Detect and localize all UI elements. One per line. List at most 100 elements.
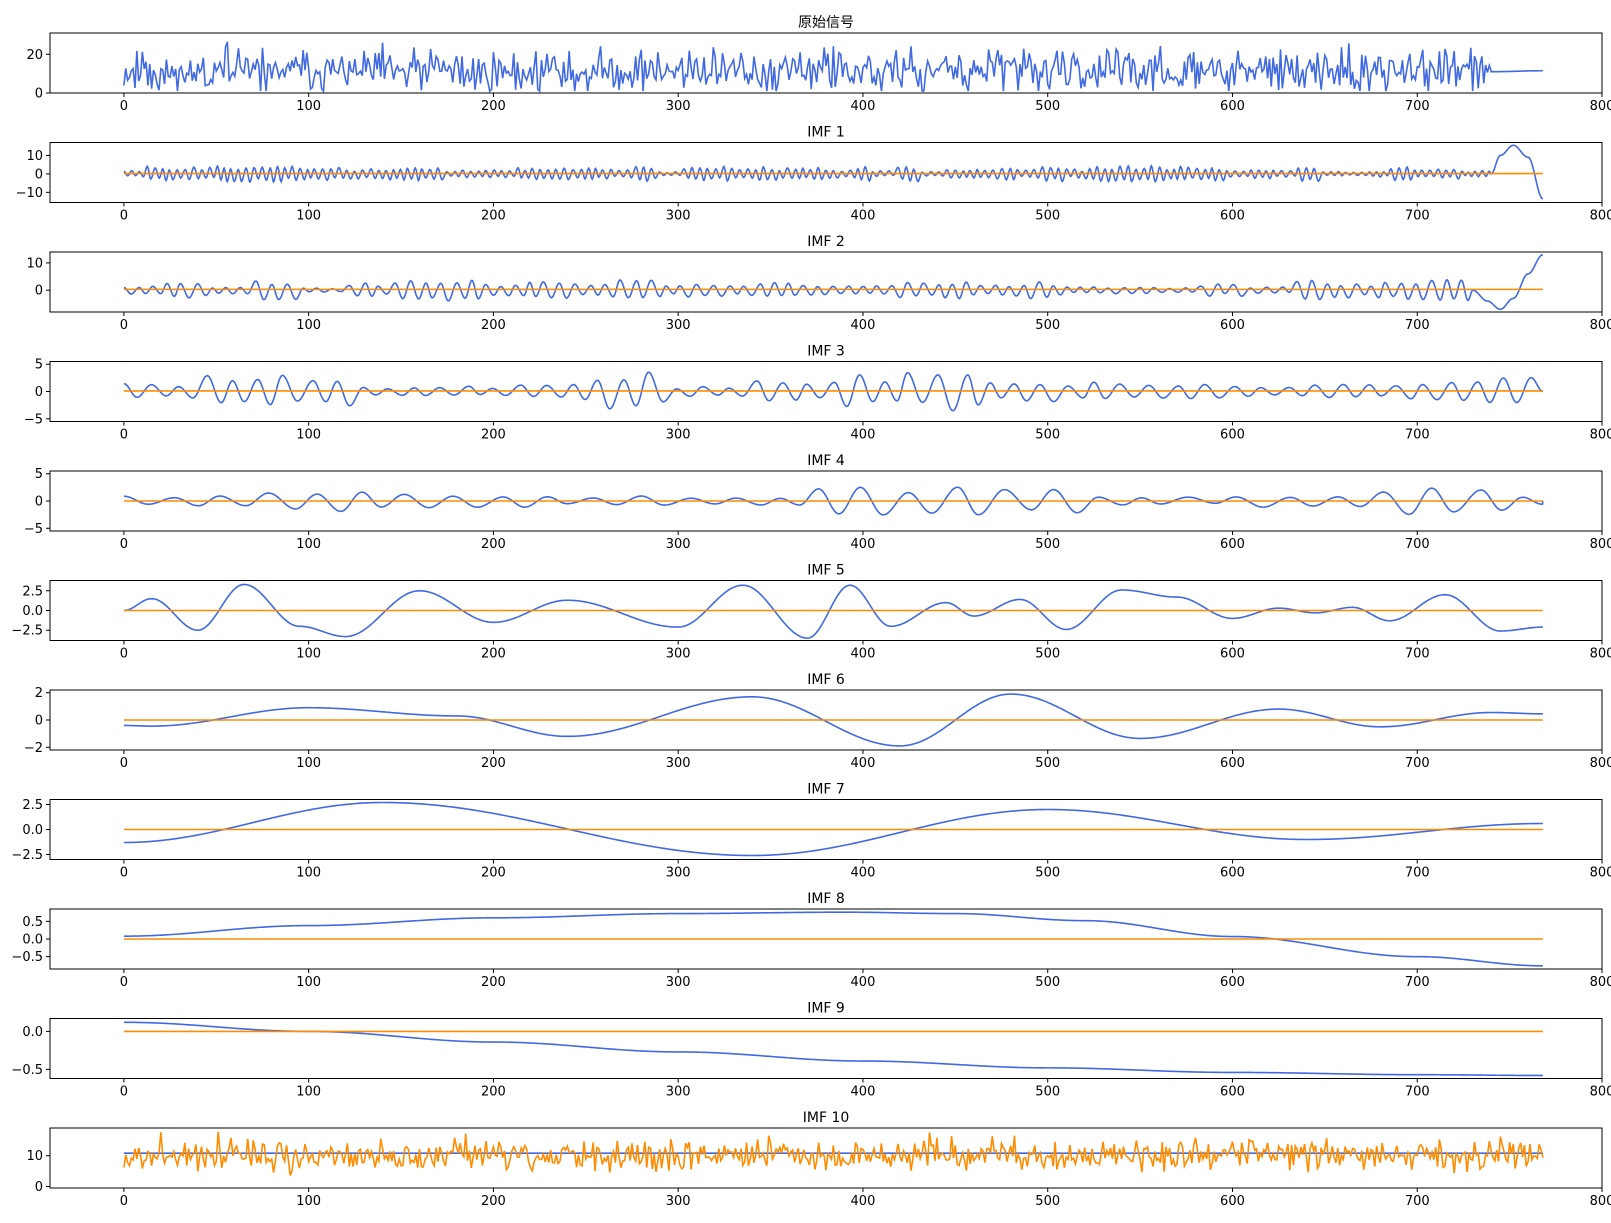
x-tick-label: 100	[296, 866, 321, 881]
series-line-noise	[123, 1131, 1544, 1176]
subplot-title: IMF 9	[807, 1001, 845, 1017]
x-tick-label: 200	[481, 756, 506, 771]
x-tick-label: 400	[851, 428, 876, 443]
subplot-6: IMF 6 0 100 200 300 400 500 600 700 800 −2 0 2	[24, 672, 1611, 771]
series-line-main	[123, 1021, 1543, 1077]
x-tick-label: 200	[481, 1194, 506, 1209]
x-tick-label: 400	[851, 1194, 876, 1209]
subplot-7: IMF 7 0 100 200 300 400 500 600 700 800 −2.5 0.0 2.5	[11, 782, 1611, 881]
subplot-title: IMF 5	[807, 563, 845, 579]
series-line-main	[123, 253, 1544, 311]
y-tick-label: 0	[35, 714, 43, 729]
y-tick-label: −0.5	[11, 950, 43, 965]
x-tick-label: 500	[1035, 866, 1060, 881]
x-tick-label: 0	[120, 756, 128, 771]
axes-frame	[49, 1127, 1603, 1189]
x-tick-label: 800	[1590, 1194, 1611, 1209]
x-tick-label: 100	[296, 1194, 321, 1209]
y-tick-label: −5	[24, 522, 43, 537]
x-tick-label: 0	[120, 1085, 128, 1100]
axes-frame	[49, 142, 1603, 203]
axes-frame	[49, 251, 1603, 313]
x-tick-label: 600	[1220, 99, 1245, 114]
x-tick-label: 200	[481, 99, 506, 114]
series-line-main	[123, 144, 1544, 200]
y-tick-label: −2.5	[11, 624, 43, 639]
x-tick-label: 0	[120, 428, 128, 443]
series-line-main	[123, 693, 1543, 747]
x-tick-label: 200	[481, 209, 506, 224]
y-tick-label: 2.5	[22, 584, 43, 599]
x-tick-label: 700	[1405, 756, 1430, 771]
x-tick-label: 700	[1405, 866, 1430, 881]
subplot-9: IMF 9 0 100 200 300 400 500 600 700 800 −0.5 0.0	[11, 1001, 1611, 1100]
y-tick-label: 0.0	[22, 823, 43, 838]
x-tick-label: 400	[851, 975, 876, 990]
axes-frame	[49, 1018, 1603, 1079]
plot-area	[123, 144, 1544, 200]
y-tick-label: 0	[35, 1180, 43, 1195]
x-tick-label: 400	[851, 647, 876, 662]
y-tick-label: 0.5	[22, 915, 43, 930]
x-tick-label: 800	[1590, 866, 1611, 881]
plot-area	[123, 1021, 1543, 1077]
y-tick-label: 2	[35, 686, 43, 701]
x-tick-label: 300	[666, 1085, 691, 1100]
y-tick-label: 0	[35, 495, 43, 510]
x-tick-label: 100	[296, 537, 321, 552]
x-tick-label: 100	[296, 1085, 321, 1100]
x-tick-label: 500	[1035, 1194, 1060, 1209]
x-tick-label: 500	[1035, 1085, 1060, 1100]
subplot-10: IMF 10 0 100 200 300 400 500 600 700 800 0 10	[26, 1110, 1611, 1209]
x-tick-label: 800	[1590, 428, 1611, 443]
x-tick-label: 800	[1590, 756, 1611, 771]
y-tick-label: 0	[35, 87, 43, 102]
x-tick-label: 300	[666, 866, 691, 881]
x-tick-label: 100	[296, 647, 321, 662]
x-tick-label: 300	[666, 209, 691, 224]
x-tick-label: 0	[120, 866, 128, 881]
plot-area	[123, 41, 1543, 93]
y-tick-label: 20	[26, 48, 43, 63]
y-tick-label: 10	[26, 1149, 43, 1164]
x-tick-label: 500	[1035, 99, 1060, 114]
subplot-4: IMF 4 0 100 200 300 400 500 600 700 800 −5 0 5	[24, 453, 1611, 552]
x-tick-label: 300	[666, 756, 691, 771]
x-tick-label: 100	[296, 209, 321, 224]
x-tick-label: 800	[1590, 318, 1611, 333]
plot-area	[123, 693, 1543, 747]
x-tick-label: 600	[1220, 1194, 1245, 1209]
subplot-title: IMF 4	[807, 453, 845, 469]
plot-area	[123, 486, 1544, 516]
subplot-title: IMF 6	[807, 672, 845, 688]
x-tick-label: 100	[296, 428, 321, 443]
x-tick-label: 800	[1590, 647, 1611, 662]
subplot-title: IMF 3	[807, 344, 845, 360]
x-tick-label: 300	[666, 647, 691, 662]
x-tick-label: 100	[296, 99, 321, 114]
x-tick-label: 200	[481, 647, 506, 662]
x-tick-label: 500	[1035, 756, 1060, 771]
x-tick-label: 600	[1220, 1085, 1245, 1100]
x-tick-label: 0	[120, 1194, 128, 1209]
x-tick-label: 500	[1035, 537, 1060, 552]
x-tick-label: 200	[481, 318, 506, 333]
y-tick-label: −2	[24, 741, 43, 756]
plot-area	[123, 253, 1544, 311]
x-tick-label: 600	[1220, 209, 1245, 224]
x-tick-label: 0	[120, 975, 128, 990]
x-tick-label: 300	[666, 975, 691, 990]
subplot-title: IMF 7	[807, 782, 845, 798]
x-tick-label: 600	[1220, 647, 1245, 662]
x-tick-label: 200	[481, 1085, 506, 1100]
x-tick-label: 400	[851, 1085, 876, 1100]
x-tick-label: 400	[851, 756, 876, 771]
x-tick-label: 100	[296, 318, 321, 333]
series-line-main	[123, 486, 1544, 516]
subplot-5: IMF 5 0 100 200 300 400 500 600 700 800 −2.5 0.0 2.5	[11, 563, 1611, 662]
x-tick-label: 500	[1035, 318, 1060, 333]
x-tick-label: 300	[666, 318, 691, 333]
y-tick-label: −0.5	[11, 1063, 43, 1078]
y-tick-label: 0.0	[22, 604, 43, 619]
y-tick-label: 0.0	[22, 933, 43, 948]
